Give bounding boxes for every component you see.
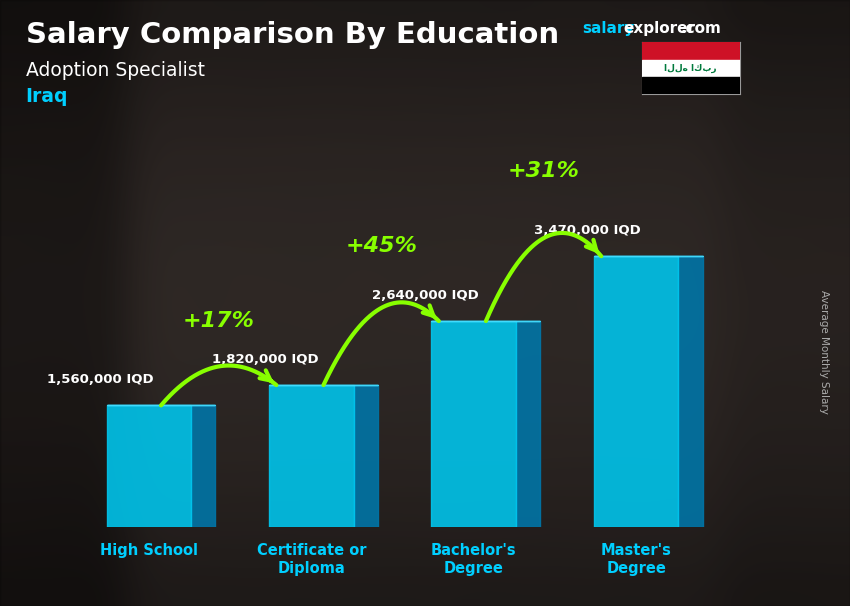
Text: 1,560,000 IQD: 1,560,000 IQD <box>47 373 153 386</box>
Text: explorer: explorer <box>623 21 695 36</box>
Text: Average Monthly Salary: Average Monthly Salary <box>819 290 829 413</box>
Text: +17%: +17% <box>183 311 255 331</box>
Polygon shape <box>678 256 703 527</box>
Bar <box>432 321 516 527</box>
Bar <box>642 42 740 59</box>
Bar <box>269 385 354 527</box>
Text: Salary Comparison By Education: Salary Comparison By Education <box>26 21 558 49</box>
Bar <box>106 405 191 527</box>
Polygon shape <box>354 385 378 527</box>
Text: +31%: +31% <box>507 161 580 181</box>
Text: 3,470,000 IQD: 3,470,000 IQD <box>534 224 641 237</box>
Text: 1,820,000 IQD: 1,820,000 IQD <box>212 353 319 366</box>
Polygon shape <box>191 405 215 527</box>
Text: .com: .com <box>680 21 721 36</box>
Text: +45%: +45% <box>345 236 417 256</box>
Text: 2,640,000 IQD: 2,640,000 IQD <box>371 288 479 302</box>
Text: الله اكبر: الله اكبر <box>665 64 717 73</box>
Text: Iraq: Iraq <box>26 87 68 105</box>
Bar <box>642 77 740 94</box>
Bar <box>594 256 678 527</box>
Text: salary: salary <box>582 21 635 36</box>
Polygon shape <box>516 321 541 527</box>
Text: Adoption Specialist: Adoption Specialist <box>26 61 205 79</box>
Bar <box>642 59 740 77</box>
